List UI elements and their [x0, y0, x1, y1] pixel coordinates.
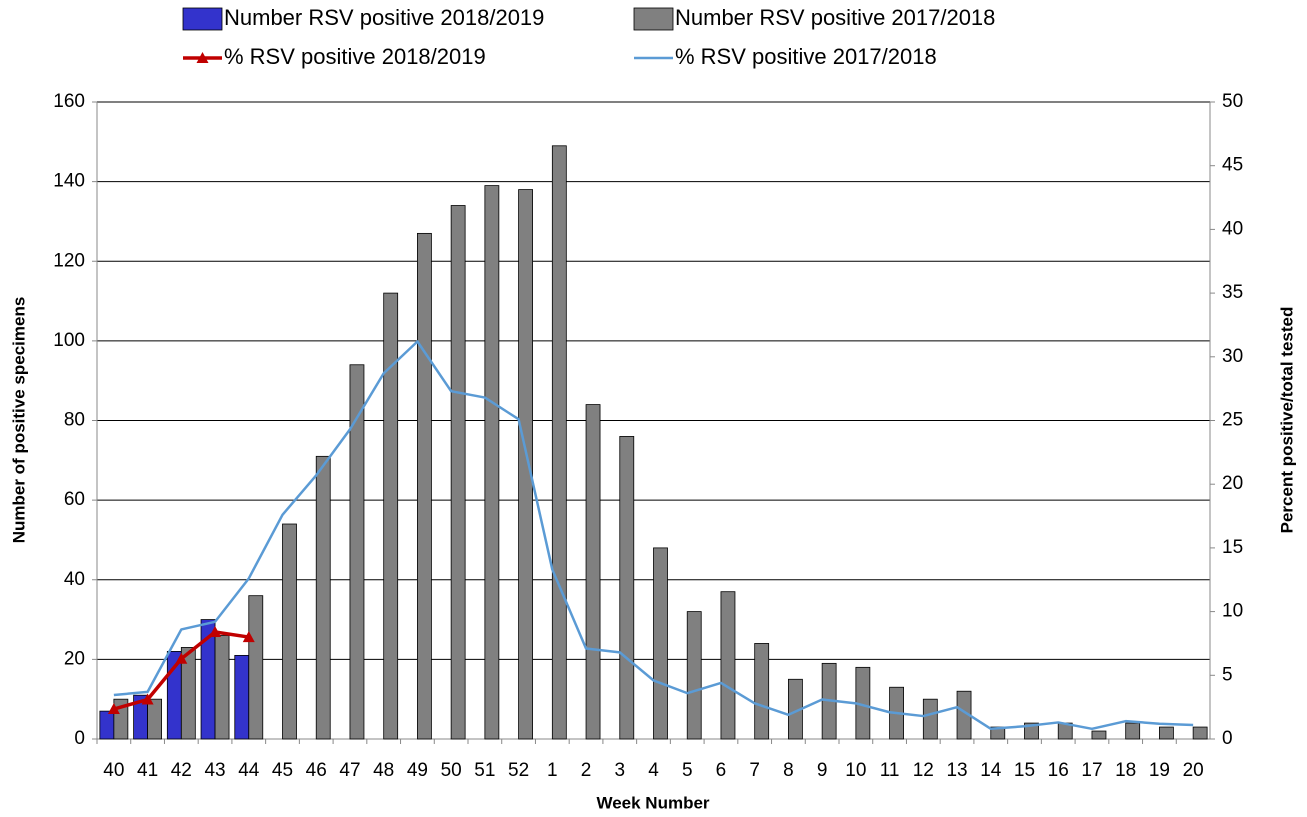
- y-tick-label: 80: [64, 410, 85, 431]
- y2-tick-label: 10: [1222, 601, 1243, 622]
- x-tick-label: 2: [581, 760, 592, 781]
- x-tick-label: 41: [137, 760, 158, 781]
- line-marker: [209, 625, 222, 637]
- x-tick-label: 14: [980, 760, 1002, 781]
- bar: [484, 185, 500, 740]
- y2-tick-label: 30: [1222, 346, 1243, 367]
- legend-label: % RSV positive 2017/2018: [675, 44, 937, 69]
- bar: [922, 698, 938, 740]
- x-tick-label: 46: [306, 760, 327, 781]
- bar: [450, 205, 466, 740]
- line-marker: [175, 652, 188, 664]
- y-axis-title: Number of positive specimens: [9, 297, 28, 544]
- x-tick-label: 43: [204, 760, 225, 781]
- y2-axis-title: Percent positive/total tested: [1277, 307, 1296, 534]
- y2-tick-label: 20: [1222, 473, 1243, 494]
- bar: [214, 635, 230, 740]
- y-tick-label: 60: [64, 489, 85, 510]
- x-tick-label: 50: [441, 760, 462, 781]
- bar: [585, 404, 601, 740]
- bar: [754, 643, 770, 740]
- bar: [282, 523, 297, 740]
- bar: [653, 547, 668, 740]
- x-tick-label: 42: [171, 760, 192, 781]
- x-tick-label: 6: [716, 760, 727, 781]
- bar: [180, 647, 196, 740]
- legend-label: % RSV positive 2018/2019: [224, 44, 486, 69]
- x-tick-label: 8: [783, 760, 794, 781]
- bar: [349, 364, 365, 740]
- x-tick-label: 44: [238, 760, 260, 781]
- x-tick-label: 49: [407, 760, 428, 781]
- x-tick-label: 48: [373, 760, 394, 781]
- bar: [1159, 726, 1174, 740]
- bar: [99, 710, 115, 740]
- x-tick-label: 16: [1048, 760, 1069, 781]
- legend-label: Number RSV positive 2018/2019: [224, 5, 544, 30]
- y-tick-label: 40: [64, 569, 85, 590]
- y2-tick-label: 15: [1222, 537, 1243, 558]
- y2-tick-label: 35: [1222, 282, 1243, 303]
- x-tick-label: 1: [547, 760, 558, 781]
- y2-tick-label: 40: [1222, 218, 1243, 239]
- bar: [383, 292, 399, 740]
- x-tick-label: 3: [614, 760, 625, 781]
- x-tick-label: 40: [103, 760, 124, 781]
- x-tick-label: 11: [880, 760, 900, 781]
- x-tick-label: 52: [508, 760, 529, 781]
- x-tick-label: 45: [272, 760, 293, 781]
- x-tick-label: 7: [749, 760, 760, 781]
- y-tick-label: 160: [53, 91, 85, 112]
- x-tick-label: 4: [648, 760, 659, 781]
- y2-tick-label: 0: [1222, 728, 1233, 749]
- x-tick-label: 17: [1081, 760, 1102, 781]
- y-tick-label: 0: [74, 728, 85, 749]
- x-tick-label: 5: [682, 760, 693, 781]
- line-marker: [242, 631, 255, 643]
- bar: [551, 145, 567, 740]
- line-series: [113, 340, 1194, 731]
- line-marker: [107, 703, 120, 715]
- bar: [1091, 730, 1107, 740]
- legend-swatch: [182, 7, 223, 31]
- bar: [720, 591, 736, 740]
- y2-tick-label: 50: [1222, 91, 1243, 112]
- y-tick-label: 120: [53, 250, 85, 271]
- y2-tick-label: 25: [1222, 410, 1243, 431]
- x-axis-title: Week Number: [596, 793, 709, 812]
- bar: [417, 232, 432, 740]
- bar: [1192, 726, 1208, 740]
- bar: [147, 698, 162, 740]
- x-tick-label: 10: [845, 760, 866, 781]
- x-tick-label: 47: [339, 760, 360, 781]
- y-tick-label: 100: [53, 330, 85, 351]
- y-tick-label: 140: [53, 171, 85, 192]
- x-tick-label: 12: [913, 760, 934, 781]
- y2-tick-label: 45: [1222, 155, 1243, 176]
- bar: [248, 595, 264, 740]
- bar: [619, 436, 635, 740]
- bar: [686, 611, 702, 740]
- x-tick-label: 18: [1115, 760, 1136, 781]
- line-marker: [141, 693, 154, 705]
- x-tick-label: 15: [1014, 760, 1035, 781]
- legend-label: Number RSV positive 2017/2018: [675, 5, 995, 30]
- x-tick-label: 20: [1183, 760, 1204, 781]
- y2-tick-label: 5: [1222, 664, 1233, 685]
- y-tick-label: 20: [64, 648, 85, 669]
- bar: [315, 455, 331, 740]
- bar: [1125, 722, 1141, 740]
- legend-swatch: [633, 7, 674, 31]
- bar: [234, 654, 250, 740]
- x-tick-label: 9: [817, 760, 828, 781]
- x-tick-label: 13: [946, 760, 967, 781]
- legend-marker: [196, 52, 209, 63]
- x-tick-label: 19: [1149, 760, 1170, 781]
- x-tick-label: 51: [474, 760, 495, 781]
- bar: [518, 189, 533, 740]
